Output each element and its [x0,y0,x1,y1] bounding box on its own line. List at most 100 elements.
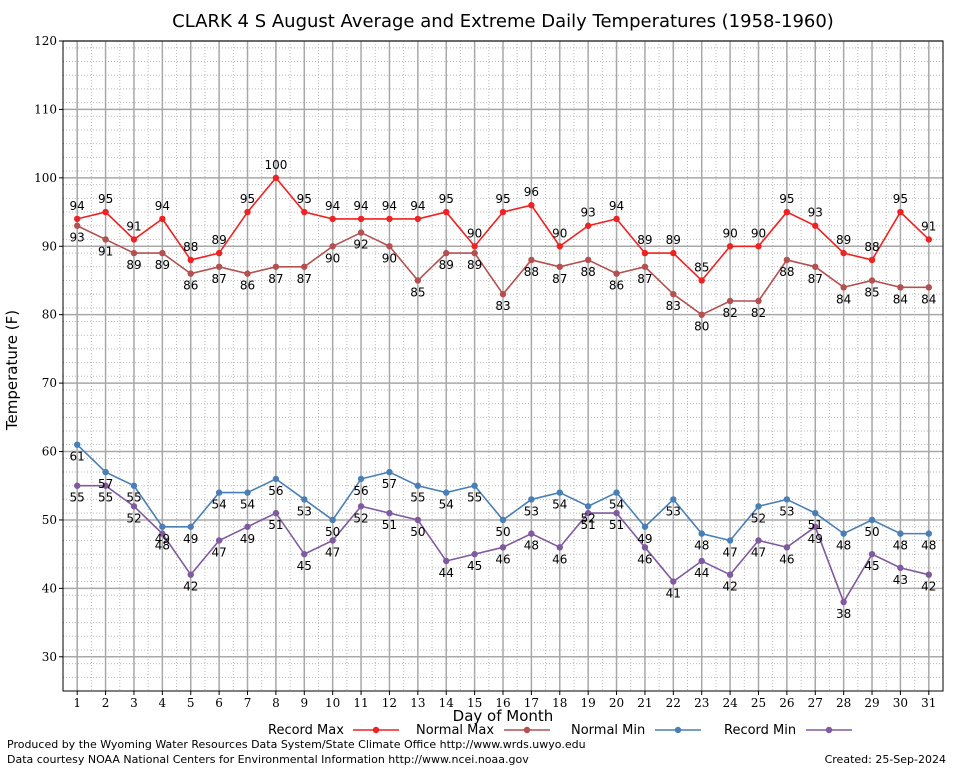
data-point-normal-max [215,263,223,270]
data-point-normal-min [528,496,535,503]
data-point-record-min [272,509,280,517]
data-label-record-min: 47 [325,545,340,559]
data-label-record-min: 51 [609,518,624,532]
data-point-normal-max [670,290,677,298]
data-point-normal-min [471,482,478,489]
data-label-record-max: 89 [637,233,652,247]
data-label-normal-min: 57 [382,477,397,491]
x-tick-label: 11 [353,696,368,710]
data-label-normal-min: 50 [325,525,340,539]
x-tick-label: 7 [244,696,252,710]
data-label-normal-min: 54 [211,498,226,512]
data-point-normal-max [783,256,791,264]
data-point-normal-min [187,523,194,530]
y-tick-label: 90 [42,239,57,253]
data-point-normal-min [812,509,819,517]
data-label-normal-min: 53 [779,504,794,518]
series-layer [73,174,933,606]
x-tick-label: 10 [325,696,340,710]
legend-label-normal-max: Normal Max [416,723,494,738]
legend-marker-record-min [825,726,833,734]
data-point-normal-min [102,468,109,476]
x-axis-label: Day of Month [453,707,554,725]
data-label-record-max: 90 [467,226,482,240]
y-tick-label: 100 [34,171,57,185]
data-point-record-min [840,598,847,606]
data-point-record-max [812,222,819,229]
data-point-record-max [471,243,478,250]
data-label-record-min: 52 [126,511,141,525]
x-tick-label: 9 [300,696,308,710]
data-point-normal-max [386,243,393,250]
data-label-normal-min: 48 [694,539,709,553]
data-point-normal-max [301,263,308,270]
data-label-normal-min: 51 [808,518,823,532]
data-point-normal-max [414,277,422,284]
data-point-record-max [102,208,109,216]
data-label-record-max: 95 [495,192,510,206]
data-label-normal-min: 53 [524,504,539,518]
data-label-normal-max: 86 [609,279,624,293]
data-label-record-max: 93 [581,206,596,220]
data-point-record-max [670,249,677,257]
legend-marker-record-max [372,726,380,734]
data-point-record-min [102,482,109,489]
data-point-normal-max [698,311,705,318]
data-label-record-min: 42 [183,580,198,594]
x-tick-label: 22 [666,696,681,710]
data-label-record-max: 95 [240,192,255,206]
data-label-normal-max: 90 [325,251,340,265]
x-tick-label: 23 [694,696,709,710]
data-label-record-min: 51 [268,518,283,532]
data-point-record-max [698,277,705,284]
data-label-record-min: 46 [552,552,567,566]
data-label-record-min: 51 [382,518,397,532]
legend-item-record-max: Record Max [268,723,399,738]
data-label-normal-max: 89 [126,258,141,272]
data-label-normal-min: 56 [353,484,368,498]
data-point-normal-max [726,297,734,305]
data-point-normal-max [840,284,847,291]
data-label-record-max: 85 [694,260,709,274]
data-label-normal-max: 85 [864,285,879,299]
data-label-normal-max: 82 [751,306,766,320]
data-label-normal-min: 50 [495,525,510,539]
x-tick-label: 30 [893,696,908,710]
data-label-record-max: 94 [70,199,85,213]
data-label-normal-min: 48 [836,539,851,553]
data-label-record-max: 91 [921,219,936,233]
x-tick-label: 16 [495,696,510,710]
data-label-record-min: 48 [155,539,170,553]
data-label-normal-min: 50 [864,525,879,539]
data-point-record-max [925,236,933,243]
data-point-record-min [897,564,904,572]
data-label-record-max: 90 [552,226,567,240]
x-tick-label: 26 [779,696,794,710]
data-point-record-min [783,544,791,551]
data-point-normal-min [726,537,734,544]
data-label-normal-max: 82 [722,306,737,320]
data-label-normal-max: 87 [211,272,226,286]
data-label-normal-max: 88 [779,265,794,279]
legend-label-record-min: Record Min [724,723,796,738]
data-point-normal-max [868,277,876,284]
x-tick-label: 18 [552,696,567,710]
y-tick-label: 30 [42,650,57,664]
data-point-normal-min [244,489,251,496]
data-label-record-max: 94 [410,199,425,213]
data-label-record-min: 55 [70,491,85,505]
data-label-normal-min: 61 [70,450,85,464]
data-point-record-max [443,208,450,216]
data-label-normal-min: 49 [637,532,652,546]
data-point-normal-max [159,249,166,257]
data-label-record-min: 38 [836,607,851,621]
data-label-record-min: 42 [921,580,936,594]
data-point-record-max [187,256,194,264]
data-point-record-max [244,208,251,216]
data-label-record-min: 45 [467,559,482,573]
data-point-normal-max [925,284,933,291]
data-label-record-max: 91 [126,219,141,233]
data-label-normal-max: 84 [893,292,908,306]
data-label-normal-max: 88 [524,265,539,279]
